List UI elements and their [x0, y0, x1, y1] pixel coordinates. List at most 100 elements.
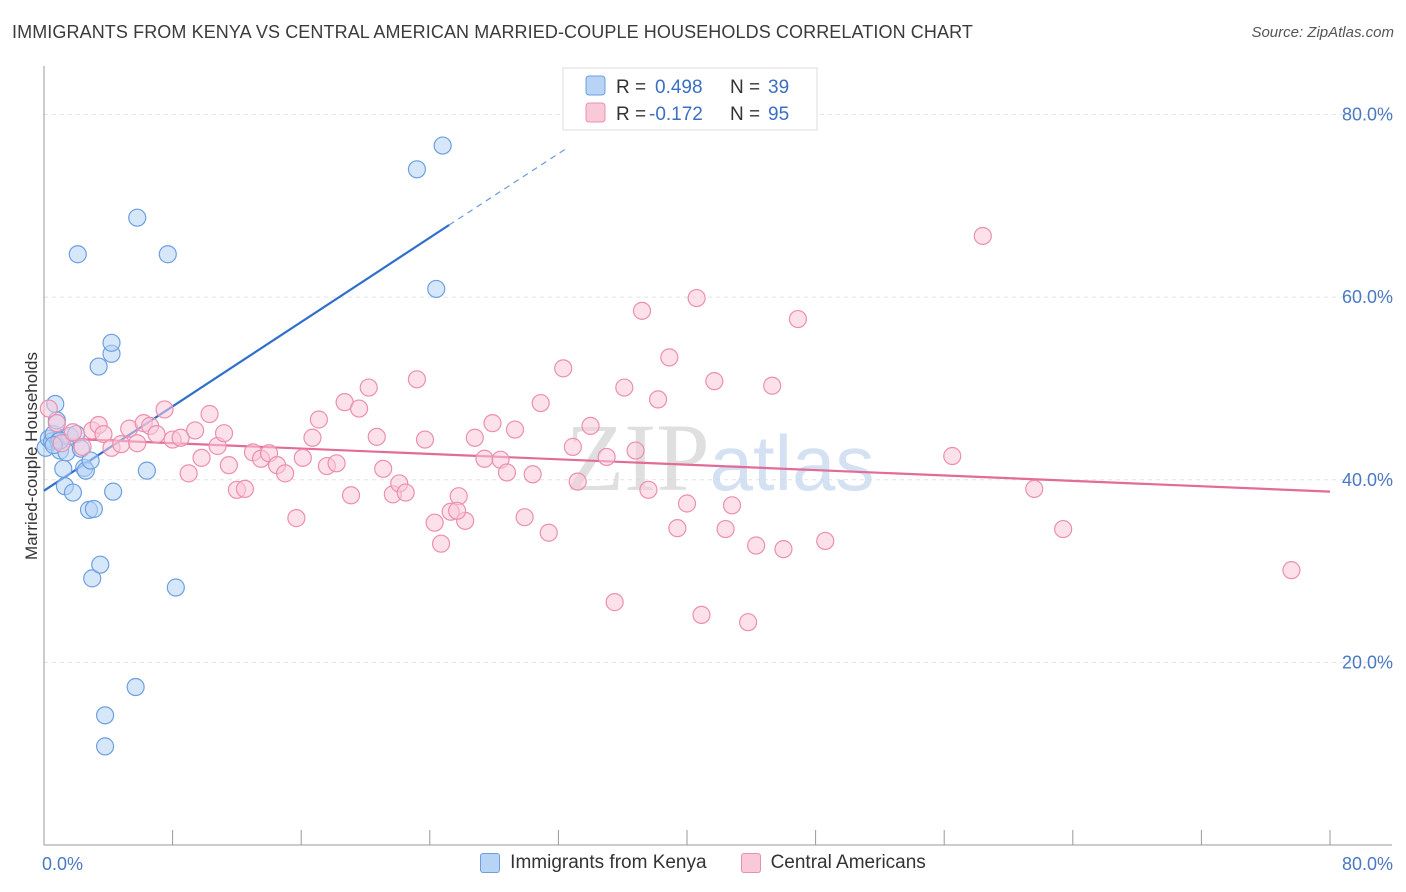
point-central-american [128, 434, 147, 453]
y-tick-label: 40.0% [1342, 470, 1393, 490]
point-central-american [1025, 479, 1044, 498]
trend-line-kenya-extension [448, 146, 569, 226]
legend-r-value-1: 0.498 [655, 77, 703, 98]
point-central-american [973, 226, 992, 246]
x-tick-label: 0.0% [42, 854, 83, 874]
legend-n-value-1: 39 [768, 77, 789, 98]
point-kenya [166, 578, 185, 597]
series-legend: Immigrants from Kenya Central Americans [0, 852, 1406, 874]
point-central-american [112, 435, 131, 454]
point-central-american [431, 534, 451, 553]
point-central-american [747, 536, 766, 555]
point-central-american [39, 399, 58, 418]
point-central-american [415, 430, 435, 449]
legend-label-central-americans: Central Americans [770, 852, 926, 873]
point-central-american [1282, 561, 1301, 580]
point-central-american [615, 378, 634, 397]
point-kenya [427, 279, 446, 299]
point-central-american [309, 410, 328, 429]
point-kenya [126, 677, 145, 697]
point-central-american [52, 434, 71, 453]
point-central-american [763, 376, 782, 395]
point-central-american [639, 480, 658, 499]
point-kenya [63, 483, 83, 502]
point-central-american [219, 456, 238, 475]
point-central-american [396, 483, 415, 502]
point-central-american [687, 288, 706, 308]
point-central-american [448, 501, 467, 520]
point-central-american [722, 496, 742, 515]
y-tick-label: 20.0% [1342, 652, 1393, 672]
legend-n-value-2: 95 [768, 104, 789, 125]
point-central-american [171, 428, 190, 447]
point-kenya [95, 706, 115, 725]
point-central-american [327, 454, 346, 473]
legend-label-kenya: Immigrants from Kenya [510, 852, 707, 873]
point-central-american [200, 404, 219, 424]
point-kenya [84, 499, 103, 519]
point-central-american [515, 508, 534, 527]
point-central-american [554, 359, 573, 378]
point-central-american [626, 441, 645, 460]
point-central-american [192, 448, 211, 467]
point-central-american [597, 447, 616, 467]
legend-swatch-kenya [585, 75, 606, 96]
point-central-american [179, 464, 198, 483]
point-kenya [54, 459, 73, 478]
point-central-american [605, 593, 624, 612]
point-central-american [668, 519, 687, 538]
point-central-american [63, 423, 83, 442]
point-central-american [523, 465, 542, 484]
point-kenya [91, 555, 110, 574]
point-kenya [102, 333, 121, 352]
point-kenya [68, 245, 87, 264]
point-central-american [539, 523, 558, 542]
legend-r-label-2: R = [616, 104, 646, 125]
source-label: Source: ZipAtlas.com [1251, 24, 1394, 41]
point-central-american [349, 399, 369, 418]
point-kenya [407, 160, 427, 179]
point-central-american [568, 472, 587, 491]
point-central-american [497, 463, 517, 482]
point-central-american [287, 509, 306, 528]
data-points [36, 136, 1301, 756]
gridlines [44, 114, 1392, 663]
legend-r-value-2: -0.172 [649, 104, 703, 125]
point-central-american [425, 513, 444, 532]
point-central-american [214, 424, 234, 443]
point-central-american [648, 390, 668, 409]
y-tick-label: 80.0% [1342, 105, 1393, 125]
point-central-american [692, 605, 711, 625]
point-central-american [235, 479, 255, 498]
point-kenya [81, 451, 100, 470]
point-central-american [276, 464, 295, 483]
point-central-american [147, 425, 166, 444]
point-kenya [95, 737, 115, 756]
point-central-american [581, 416, 600, 435]
point-central-american [660, 348, 679, 367]
point-kenya [433, 136, 452, 155]
legend-n-label-1: N = [730, 77, 760, 98]
point-central-american [475, 449, 494, 468]
legend-swatch-kenya [480, 853, 501, 873]
point-central-american [738, 613, 758, 632]
point-central-american [374, 459, 393, 478]
point-kenya [128, 208, 147, 227]
point-kenya [89, 357, 108, 376]
point-kenya [158, 245, 177, 264]
point-central-american [705, 372, 724, 391]
x-tick-label: 80.0% [1342, 854, 1393, 874]
point-kenya [83, 569, 102, 588]
point-central-american [1054, 519, 1073, 539]
legend-r-label-1: R = [616, 77, 646, 98]
y-axis-title: Married-couple Households [22, 352, 41, 560]
point-central-american [407, 370, 427, 389]
point-kenya [104, 482, 123, 501]
legend-swatch-central-americans [740, 853, 761, 873]
point-central-american [788, 309, 808, 329]
legend-n-label-2: N = [730, 104, 760, 125]
point-central-american [774, 540, 793, 559]
y-tick-label: 60.0% [1342, 287, 1393, 307]
point-central-american [341, 486, 361, 505]
